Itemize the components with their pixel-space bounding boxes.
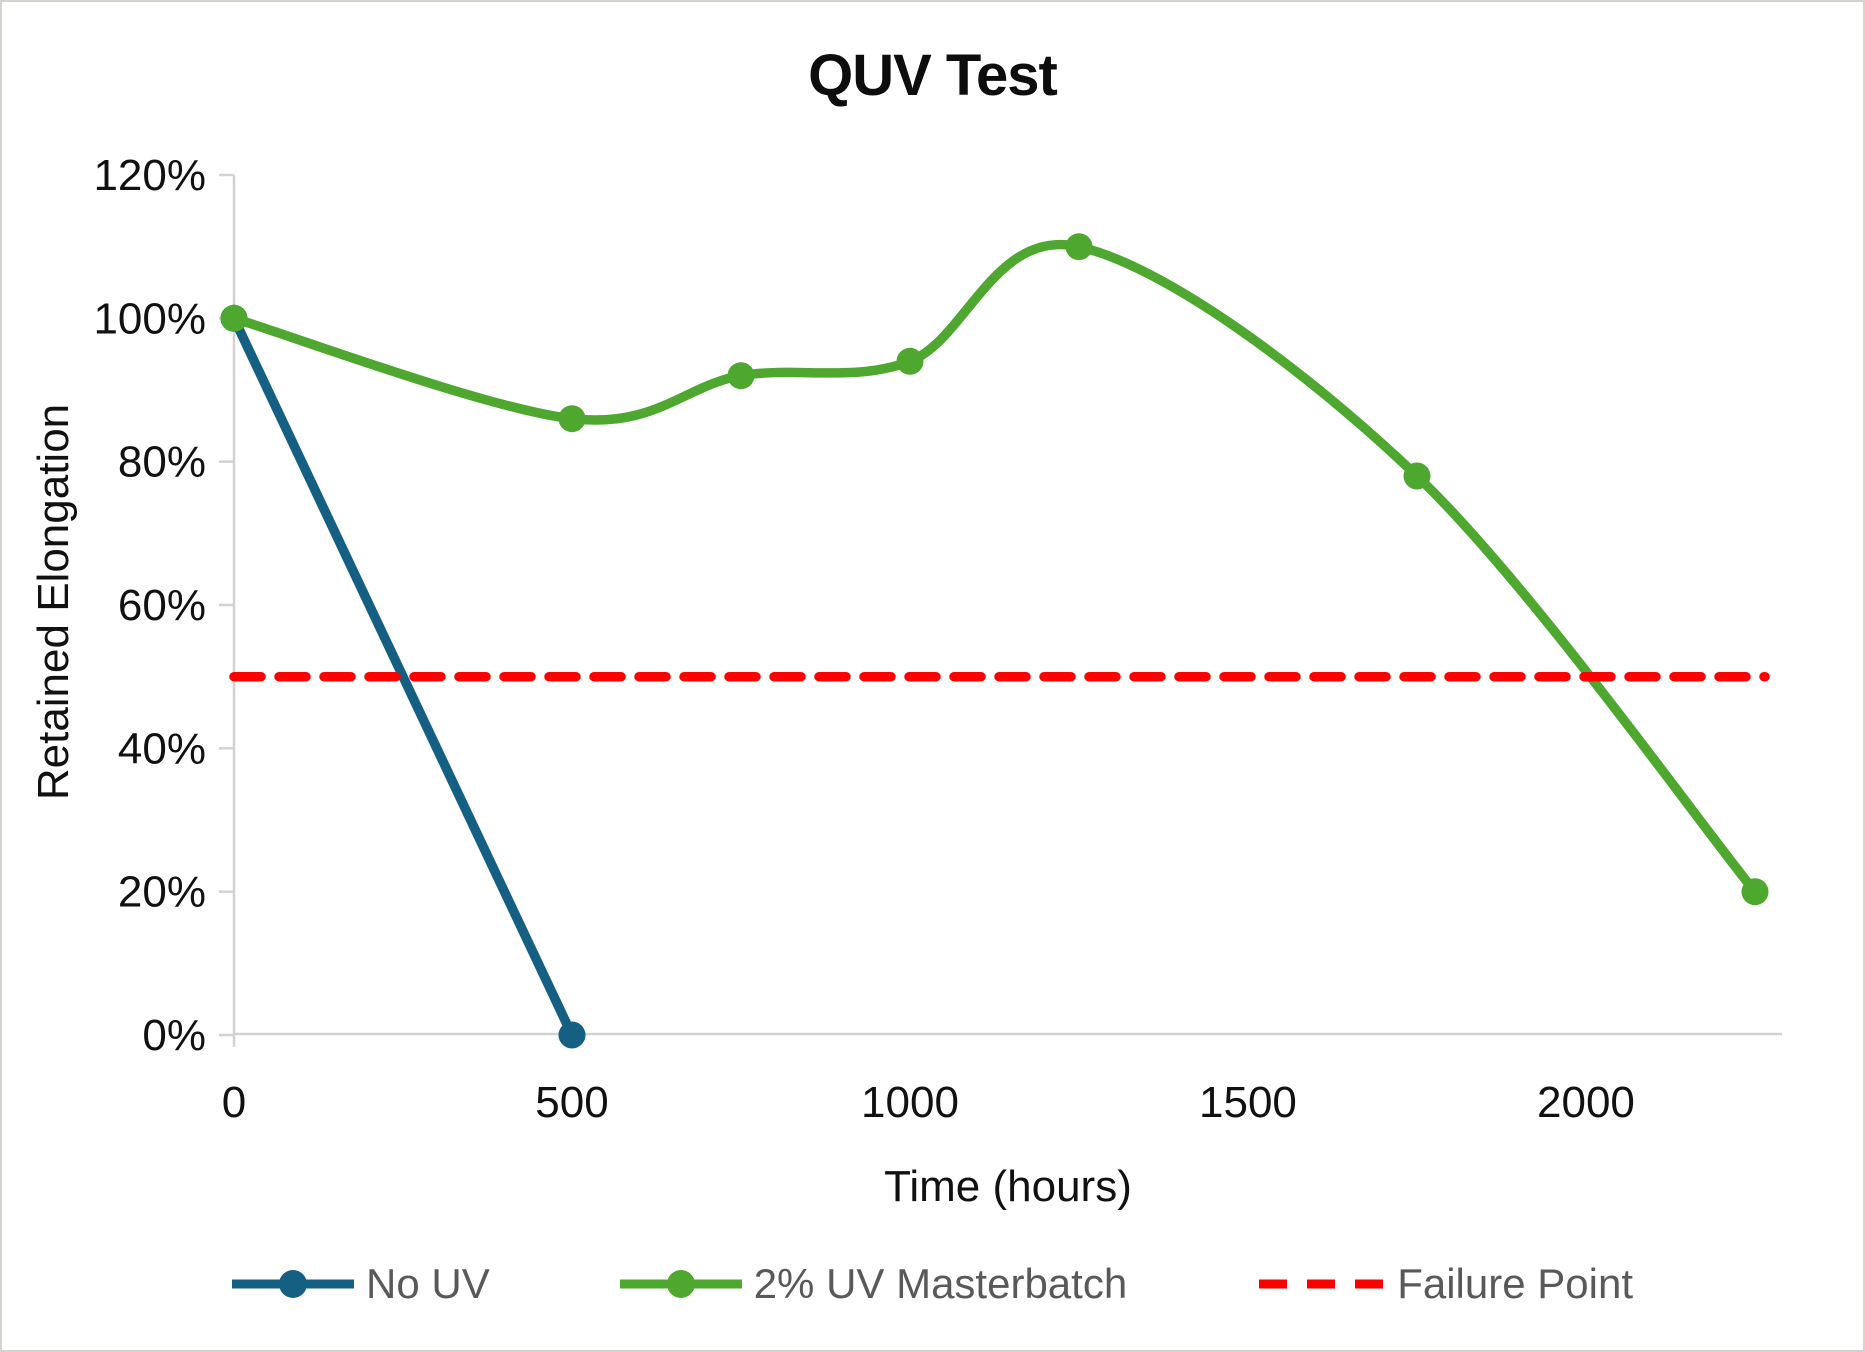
legend-item-uv-masterbatch: 2% UV Masterbatch [619, 1260, 1128, 1308]
marker-icon [279, 1270, 307, 1298]
marker-icon [666, 1270, 695, 1298]
series-1-marker [1403, 462, 1431, 490]
series-line-0 [229, 313, 577, 1040]
chart-title: QUV Test [808, 43, 1058, 108]
x-tick-label: 0 [222, 1078, 246, 1127]
y-tick-label: 100% [93, 294, 206, 343]
y-axis-title: Retained Elongation [29, 403, 78, 801]
series-1-marker [558, 405, 586, 433]
series-0-marker [558, 1021, 586, 1049]
legend-item-no-uv: No UV [232, 1260, 490, 1308]
x-axis-title: Time (hours) [884, 1162, 1132, 1211]
series-1-marker [896, 347, 924, 375]
series-1-marker [1741, 878, 1769, 906]
x-tick-label: 1500 [1199, 1078, 1297, 1127]
legend-label-uv-masterbatch: 2% UV Masterbatch [753, 1260, 1128, 1307]
y-tick-label: 20% [118, 868, 206, 917]
x-tick-label: 500 [535, 1078, 608, 1127]
x-tick-label: 1000 [861, 1078, 959, 1127]
y-tick-label: 0% [142, 1011, 206, 1060]
y-tick-label: 120% [93, 151, 206, 200]
line-marker-swatch-no-uv [232, 1270, 354, 1298]
legend-label-no-uv: No UV [366, 1260, 490, 1307]
series-1-marker [727, 362, 755, 390]
y-tick-label: 80% [118, 438, 206, 487]
dashed-line-swatch-failure-point [1259, 1279, 1386, 1289]
y-tick-label: 40% [118, 724, 206, 773]
legend: No UV 2% UV Masterbatch Failure Point [2, 1260, 1863, 1308]
series-1-marker [220, 304, 248, 332]
legend-label-failure-point: Failure Point [1397, 1260, 1633, 1307]
y-tick-label: 60% [118, 581, 206, 630]
series-1-marker [1065, 233, 1093, 261]
line-marker-swatch-uv-masterbatch [619, 1270, 742, 1298]
legend-item-failure-point: Failure Point [1257, 1260, 1633, 1308]
x-tick-label: 2000 [1537, 1078, 1635, 1127]
